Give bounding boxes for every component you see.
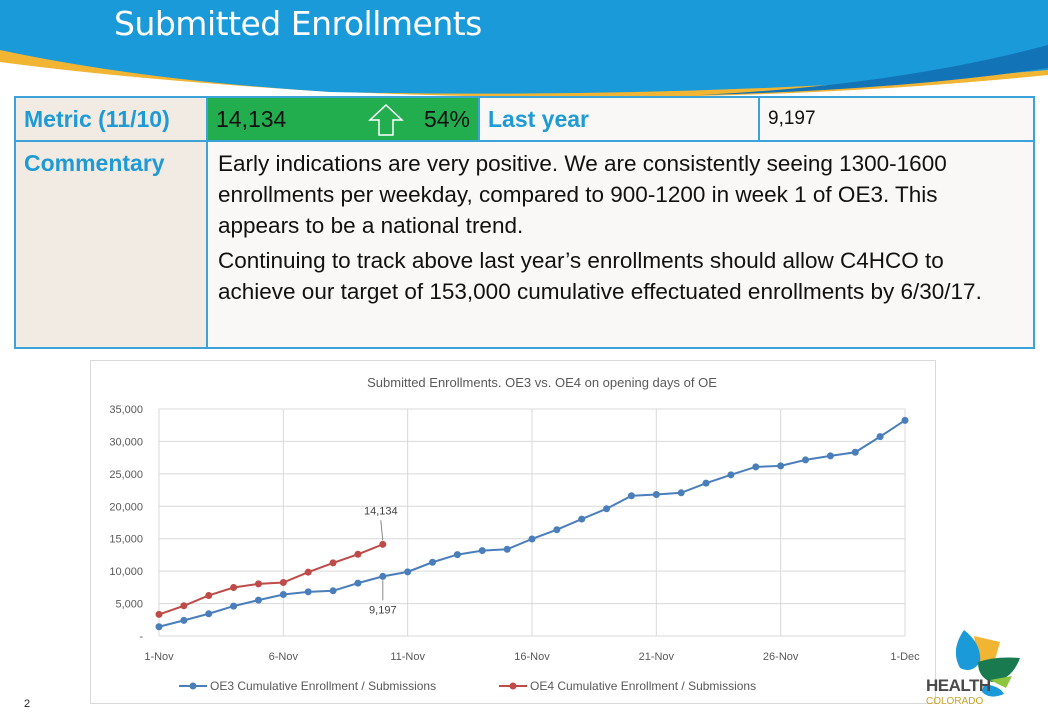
- data-point: [379, 572, 387, 580]
- data-point: [528, 535, 536, 543]
- data-point: [205, 591, 213, 599]
- change-percent: 54%: [423, 106, 470, 132]
- data-point: [279, 590, 287, 598]
- data-point: [304, 588, 312, 596]
- data-point: [453, 551, 461, 559]
- data-point: [652, 490, 660, 498]
- legend-label: OE3 Cumulative Enrollment / Submissions: [210, 679, 436, 693]
- data-point: [677, 489, 685, 497]
- commentary-paragraph: Early indications are very positive. We …: [218, 151, 947, 238]
- y-tick-label: 20,000: [109, 501, 143, 513]
- data-point: [379, 540, 387, 548]
- data-point: [429, 558, 437, 566]
- y-tick-label: 25,000: [109, 469, 143, 481]
- logo-subtext: COLORADO: [926, 696, 984, 707]
- y-tick-label: 10,000: [109, 566, 143, 578]
- data-point: [702, 479, 710, 487]
- data-point: [304, 568, 312, 576]
- x-tick-label: 21-Nov: [639, 651, 675, 663]
- data-point: [777, 462, 785, 470]
- last-year-value: 9,197: [758, 96, 1035, 142]
- metric-label: Metric (11/10): [14, 96, 208, 142]
- legend-label: OE4 Cumulative Enrollment / Submissions: [530, 679, 756, 693]
- y-tick-label: -: [139, 631, 143, 643]
- x-tick-label: 1-Nov: [144, 651, 174, 663]
- data-point: [354, 550, 362, 558]
- data-point: [752, 463, 760, 471]
- data-point: [876, 433, 884, 441]
- x-tick-label: 11-Nov: [390, 651, 425, 663]
- line-chart: Submitted Enrollments. OE3 vs. OE4 on op…: [109, 375, 920, 693]
- data-point: [180, 602, 188, 610]
- chart: Submitted Enrollments. OE3 vs. OE4 on op…: [90, 360, 936, 704]
- chart-title: Submitted Enrollments. OE3 vs. OE4 on op…: [367, 375, 717, 390]
- legend-marker: [189, 682, 197, 690]
- data-point: [826, 452, 834, 460]
- y-tick-label: 35,000: [109, 404, 143, 416]
- commentary-label: Commentary: [14, 140, 208, 349]
- data-point: [205, 610, 213, 618]
- metric-value-cell: 14,134 54%: [206, 96, 480, 142]
- health-colorado-logo: [955, 630, 1020, 697]
- header-banner: [0, 0, 1048, 98]
- data-point: [627, 492, 635, 500]
- metric-table: Metric (11/10) 14,134 54% Last year 9,19…: [14, 96, 1035, 349]
- series-line-oe4: [158, 543, 384, 616]
- data-point: [230, 583, 238, 591]
- data-point: [553, 526, 561, 534]
- annotation-label: 9,197: [369, 604, 397, 616]
- logo-text: HEALTH: [926, 676, 991, 695]
- data-point: [155, 610, 163, 618]
- x-tick-label: 1-Dec: [890, 651, 920, 663]
- data-point: [603, 505, 611, 513]
- data-point: [329, 587, 337, 595]
- data-point: [354, 579, 362, 587]
- data-point: [851, 448, 859, 456]
- data-point: [279, 578, 287, 586]
- x-tick-label: 16-Nov: [514, 651, 550, 663]
- data-point: [155, 623, 163, 631]
- x-tick-label: 6-Nov: [269, 651, 299, 663]
- last-year-label: Last year: [478, 96, 760, 142]
- data-point: [901, 416, 909, 424]
- data-point: [254, 596, 262, 604]
- data-point: [230, 602, 238, 610]
- data-point: [503, 545, 511, 553]
- x-tick-label: 26-Nov: [763, 651, 799, 663]
- data-point: [727, 471, 735, 479]
- data-point: [578, 515, 586, 523]
- commentary-paragraph: Continuing to track above last year’s en…: [218, 248, 982, 304]
- y-tick-label: 30,000: [109, 436, 143, 448]
- up-arrow-outline-icon: [368, 103, 404, 136]
- slide-title: Submitted Enrollments: [114, 4, 482, 43]
- data-point: [478, 547, 486, 555]
- page-number: 2: [24, 698, 31, 710]
- data-point: [404, 568, 412, 576]
- legend-marker: [509, 682, 517, 690]
- annotation-label: 14,134: [364, 505, 398, 517]
- data-point: [180, 616, 188, 624]
- metric-value: 14,134: [216, 105, 287, 132]
- y-tick-label: 15,000: [109, 534, 143, 546]
- data-point: [254, 580, 262, 588]
- y-tick-label: 5,000: [115, 599, 143, 611]
- annotation-leader: [380, 520, 384, 541]
- data-point: [329, 559, 337, 567]
- data-point: [802, 456, 810, 464]
